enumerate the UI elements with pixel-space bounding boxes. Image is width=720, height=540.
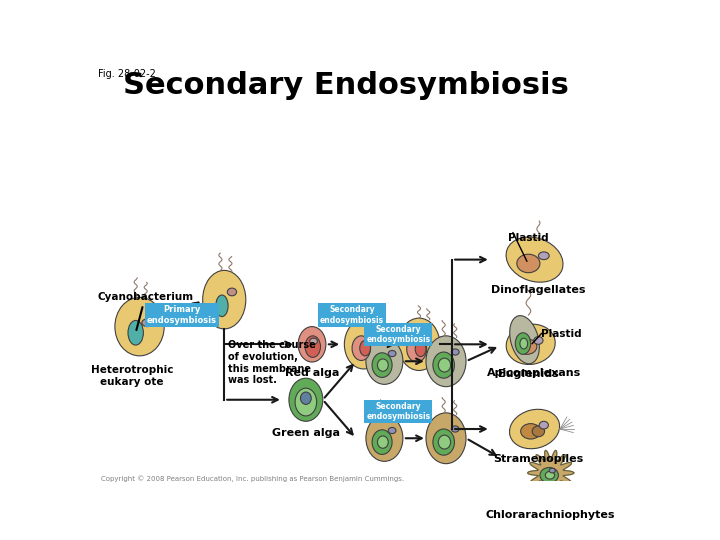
Ellipse shape [517,339,537,354]
Text: Secondary Endosymbiosis: Secondary Endosymbiosis [123,71,569,100]
Text: Secondary
endosymbiosis: Secondary endosymbiosis [366,325,431,344]
Polygon shape [528,450,574,495]
Text: Heterotrophic
eukary ote: Heterotrophic eukary ote [91,365,173,387]
Ellipse shape [539,252,549,260]
Ellipse shape [510,315,539,364]
Ellipse shape [433,352,454,378]
Text: Dinoflagellates: Dinoflagellates [491,285,585,295]
Ellipse shape [398,318,440,370]
Ellipse shape [295,388,317,416]
Text: Secondary
endosymbiosis: Secondary endosymbiosis [366,402,431,421]
Ellipse shape [407,336,427,362]
Text: Fig. 28-02-2: Fig. 28-02-2 [98,69,156,79]
Ellipse shape [228,288,237,296]
Text: Red alga: Red alga [285,368,339,378]
Ellipse shape [115,298,164,356]
Ellipse shape [506,324,555,365]
Ellipse shape [216,295,228,316]
Text: Copyright © 2008 Pearson Education, Inc. publishing as Pearson Benjamin Cummings: Copyright © 2008 Pearson Education, Inc.… [101,475,404,482]
Text: Apicomplexans: Apicomplexans [487,368,582,378]
Ellipse shape [372,353,392,377]
Ellipse shape [388,350,396,356]
Text: Green alga: Green alga [272,428,340,438]
Ellipse shape [352,336,371,361]
Ellipse shape [305,336,320,357]
Text: Cyanobacterium: Cyanobacterium [97,292,193,330]
Ellipse shape [203,271,246,329]
Text: Chlorarachniophytes: Chlorarachniophytes [486,510,616,520]
Ellipse shape [539,421,549,429]
Ellipse shape [310,338,318,345]
Ellipse shape [377,359,388,372]
Ellipse shape [451,426,459,432]
Ellipse shape [360,340,371,356]
Ellipse shape [545,471,554,479]
Ellipse shape [344,320,383,369]
Ellipse shape [366,415,403,461]
Ellipse shape [372,430,392,455]
Ellipse shape [423,332,431,338]
Text: Plastid: Plastid [508,233,548,242]
Ellipse shape [516,333,531,354]
Text: Primary
endosymbiosis: Primary endosymbiosis [147,305,217,325]
Ellipse shape [142,319,153,327]
Ellipse shape [451,349,459,355]
Ellipse shape [300,392,311,404]
Ellipse shape [433,429,454,455]
Ellipse shape [426,413,466,464]
Ellipse shape [289,378,323,421]
Ellipse shape [415,341,426,356]
Ellipse shape [521,423,541,439]
Ellipse shape [128,320,143,345]
Ellipse shape [426,336,466,387]
Text: Secondary
endosymbiosis: Secondary endosymbiosis [320,305,384,325]
Ellipse shape [438,435,451,449]
Text: Over the course
of evolution,
this membrane
was lost.: Over the course of evolution, this membr… [228,340,316,385]
Ellipse shape [298,327,326,362]
Text: Euglenids: Euglenids [498,369,559,379]
Ellipse shape [366,332,374,338]
Ellipse shape [540,468,559,483]
Ellipse shape [366,338,403,384]
Ellipse shape [388,428,396,434]
Ellipse shape [520,338,528,349]
Ellipse shape [438,358,451,372]
Text: Plastid: Plastid [541,328,582,339]
Ellipse shape [377,436,388,448]
Text: Stramenopiles: Stramenopiles [493,455,583,464]
Ellipse shape [534,336,543,345]
Ellipse shape [532,426,544,437]
Ellipse shape [549,468,555,473]
Ellipse shape [506,237,563,282]
Ellipse shape [517,254,540,273]
Ellipse shape [510,409,559,449]
